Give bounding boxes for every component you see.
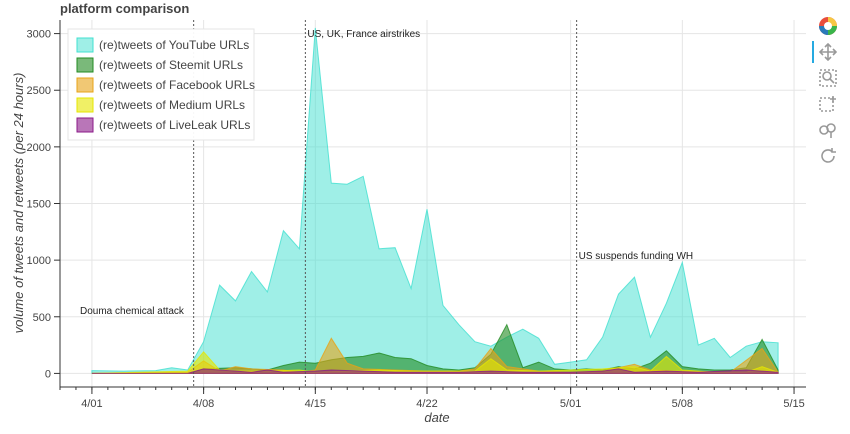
y-tick-label: 2000 <box>27 142 51 154</box>
legend-swatch-0 <box>76 37 94 53</box>
x-tick-label: 5/08 <box>672 398 693 410</box>
axes: 0 500 1000 1500 2000 2500 3000 4/01 4/08 4/15 4/22… <box>27 20 806 410</box>
series-area-4 <box>91 368 779 374</box>
legend[interactable]: (re)tweets of YouTube URLs (re)tweets of … <box>67 28 255 141</box>
x-tick-label: 5/15 <box>783 398 804 410</box>
legend-swatch-4 <box>76 117 94 133</box>
chart-title: platform comparison <box>60 1 190 16</box>
y-tick-label: 2500 <box>27 85 51 97</box>
legend-label-3: (re)tweets of Medium URLs <box>99 98 245 112</box>
legend-swatch-3 <box>76 97 94 113</box>
x-tick-label: 4/22 <box>416 398 437 410</box>
x-axis-label: date <box>424 410 449 425</box>
box-select-icon[interactable] <box>816 93 840 115</box>
legend-label-2: (re)tweets of Facebook URLs <box>99 78 255 92</box>
y-tick-label: 500 <box>33 312 51 324</box>
chart-toolbar <box>812 12 842 171</box>
x-tick-label: 5/01 <box>560 398 581 410</box>
legend-label-0: (re)tweets of YouTube URLs <box>99 38 249 52</box>
legend-swatch-2 <box>76 77 94 93</box>
annotation-label-2: US suspends funding WH <box>579 251 694 262</box>
annotation-label-1: US, UK, France airstrikes <box>307 29 420 40</box>
y-tick-label: 0 <box>45 368 51 380</box>
y-tick-label: 1500 <box>27 199 51 211</box>
chart-plot[interactable]: 0 500 1000 1500 2000 2500 3000 4/01 4/08 4/15 4/22… <box>0 0 806 434</box>
hover-icon[interactable] <box>816 119 840 141</box>
x-tick-label: 4/15 <box>305 398 326 410</box>
reset-icon[interactable] <box>816 145 840 167</box>
pan-icon[interactable] <box>812 41 840 63</box>
y-axis-label: volume of tweets and retweets (per 24 ho… <box>11 73 26 334</box>
box-zoom-icon[interactable] <box>816 67 840 89</box>
x-tick-label: 4/01 <box>81 398 102 410</box>
y-tick-label: 3000 <box>27 29 51 41</box>
annotation-labels: Douma chemical attack US, UK, France airs… <box>80 29 693 317</box>
x-tick-label: 4/08 <box>193 398 214 410</box>
series-areas <box>91 27 779 374</box>
legend-label-1: (re)tweets of Steemit URLs <box>99 58 243 72</box>
annotation-label-0: Douma chemical attack <box>80 306 185 317</box>
legend-swatch-1 <box>76 57 94 73</box>
legend-background <box>67 28 255 141</box>
series-area-1 <box>91 323 779 374</box>
y-tick-label: 1000 <box>27 255 51 267</box>
bokeh-logo-icon[interactable] <box>816 15 840 37</box>
series-area-0 <box>91 27 779 374</box>
legend-label-4: (re)tweets of LiveLeak URLs <box>99 118 250 132</box>
